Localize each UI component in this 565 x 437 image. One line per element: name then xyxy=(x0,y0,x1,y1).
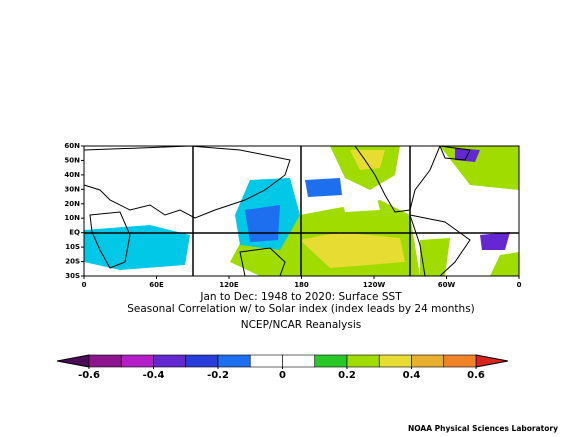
coastline xyxy=(83,145,291,219)
neutral-area xyxy=(340,190,380,212)
chart-subtitle: Seasonal Correlation w/ to Solar index (… xyxy=(127,303,475,315)
chart-title: Jan to Dec: 1948 to 2020: Surface SST xyxy=(199,291,402,303)
y-tick-label: 50N xyxy=(64,156,80,164)
coastlines xyxy=(83,145,471,277)
colorbar-segment xyxy=(88,354,122,368)
coastline xyxy=(409,214,471,277)
positive-area xyxy=(490,252,519,276)
source-label: NCEP/NCAR Reanalysis xyxy=(241,319,362,331)
colorbar-over xyxy=(475,354,509,368)
positive-area xyxy=(440,146,519,190)
colorbar-tick-label: -0.2 xyxy=(207,370,229,381)
colorbar-segment xyxy=(346,354,380,368)
colorbar-segment xyxy=(411,354,445,368)
colorbar-segment xyxy=(185,354,219,368)
colorbar-segment xyxy=(217,354,251,368)
colorbar-under xyxy=(56,354,90,368)
negative-area xyxy=(245,205,280,242)
x-tick-label: 120W xyxy=(363,281,386,289)
coastline xyxy=(439,145,471,161)
credit: NOAA Physical Sciences Laboratory xyxy=(408,424,558,433)
colorbar-tick-label: -0.4 xyxy=(143,370,165,381)
y-tick-label: 30S xyxy=(65,272,80,280)
colorbar-tick-label: 0.6 xyxy=(467,370,485,381)
coastline xyxy=(89,211,131,269)
colorbar-segment xyxy=(314,354,348,368)
y-tick-label: 60N xyxy=(64,142,80,150)
negative-area xyxy=(305,178,342,197)
colorbar-segment xyxy=(249,354,283,368)
positive-area xyxy=(300,232,405,268)
y-tick-label: 10N xyxy=(64,214,80,222)
map-grid xyxy=(84,146,519,276)
positive-area xyxy=(350,150,385,170)
y-tick-label: 10S xyxy=(65,243,80,251)
y-tick-label: 40N xyxy=(64,171,80,179)
negative-area xyxy=(480,232,510,250)
x-tick-label: 120E xyxy=(219,281,239,289)
x-tick-label: 60W xyxy=(438,281,456,289)
colorbar-segment xyxy=(153,354,187,368)
colorbar-tick-label: 0 xyxy=(279,370,286,381)
y-tick-label: 30N xyxy=(64,185,80,193)
coastline xyxy=(239,247,286,277)
colorbar-tick-label: -0.6 xyxy=(78,370,100,381)
colorbar-segment xyxy=(443,354,477,368)
colorbar-tick-label: 0.4 xyxy=(403,370,421,381)
positive-area xyxy=(420,238,450,276)
y-tick-label: EQ xyxy=(69,229,80,237)
colorbar-segment xyxy=(120,354,154,368)
colorbar-segment xyxy=(378,354,412,368)
colorbar-segment xyxy=(282,354,316,368)
x-tick-label: 60E xyxy=(149,281,164,289)
colorbar-tick-label: 0.2 xyxy=(338,370,356,381)
x-tick-label: 180 xyxy=(294,281,309,289)
x-tick-label: 0 xyxy=(517,281,522,289)
y-tick-label: 20N xyxy=(64,200,80,208)
negative-area xyxy=(84,225,190,270)
coastline xyxy=(354,145,441,213)
x-tick-label: 0 xyxy=(82,281,87,289)
y-tick-label: 20S xyxy=(65,258,80,266)
